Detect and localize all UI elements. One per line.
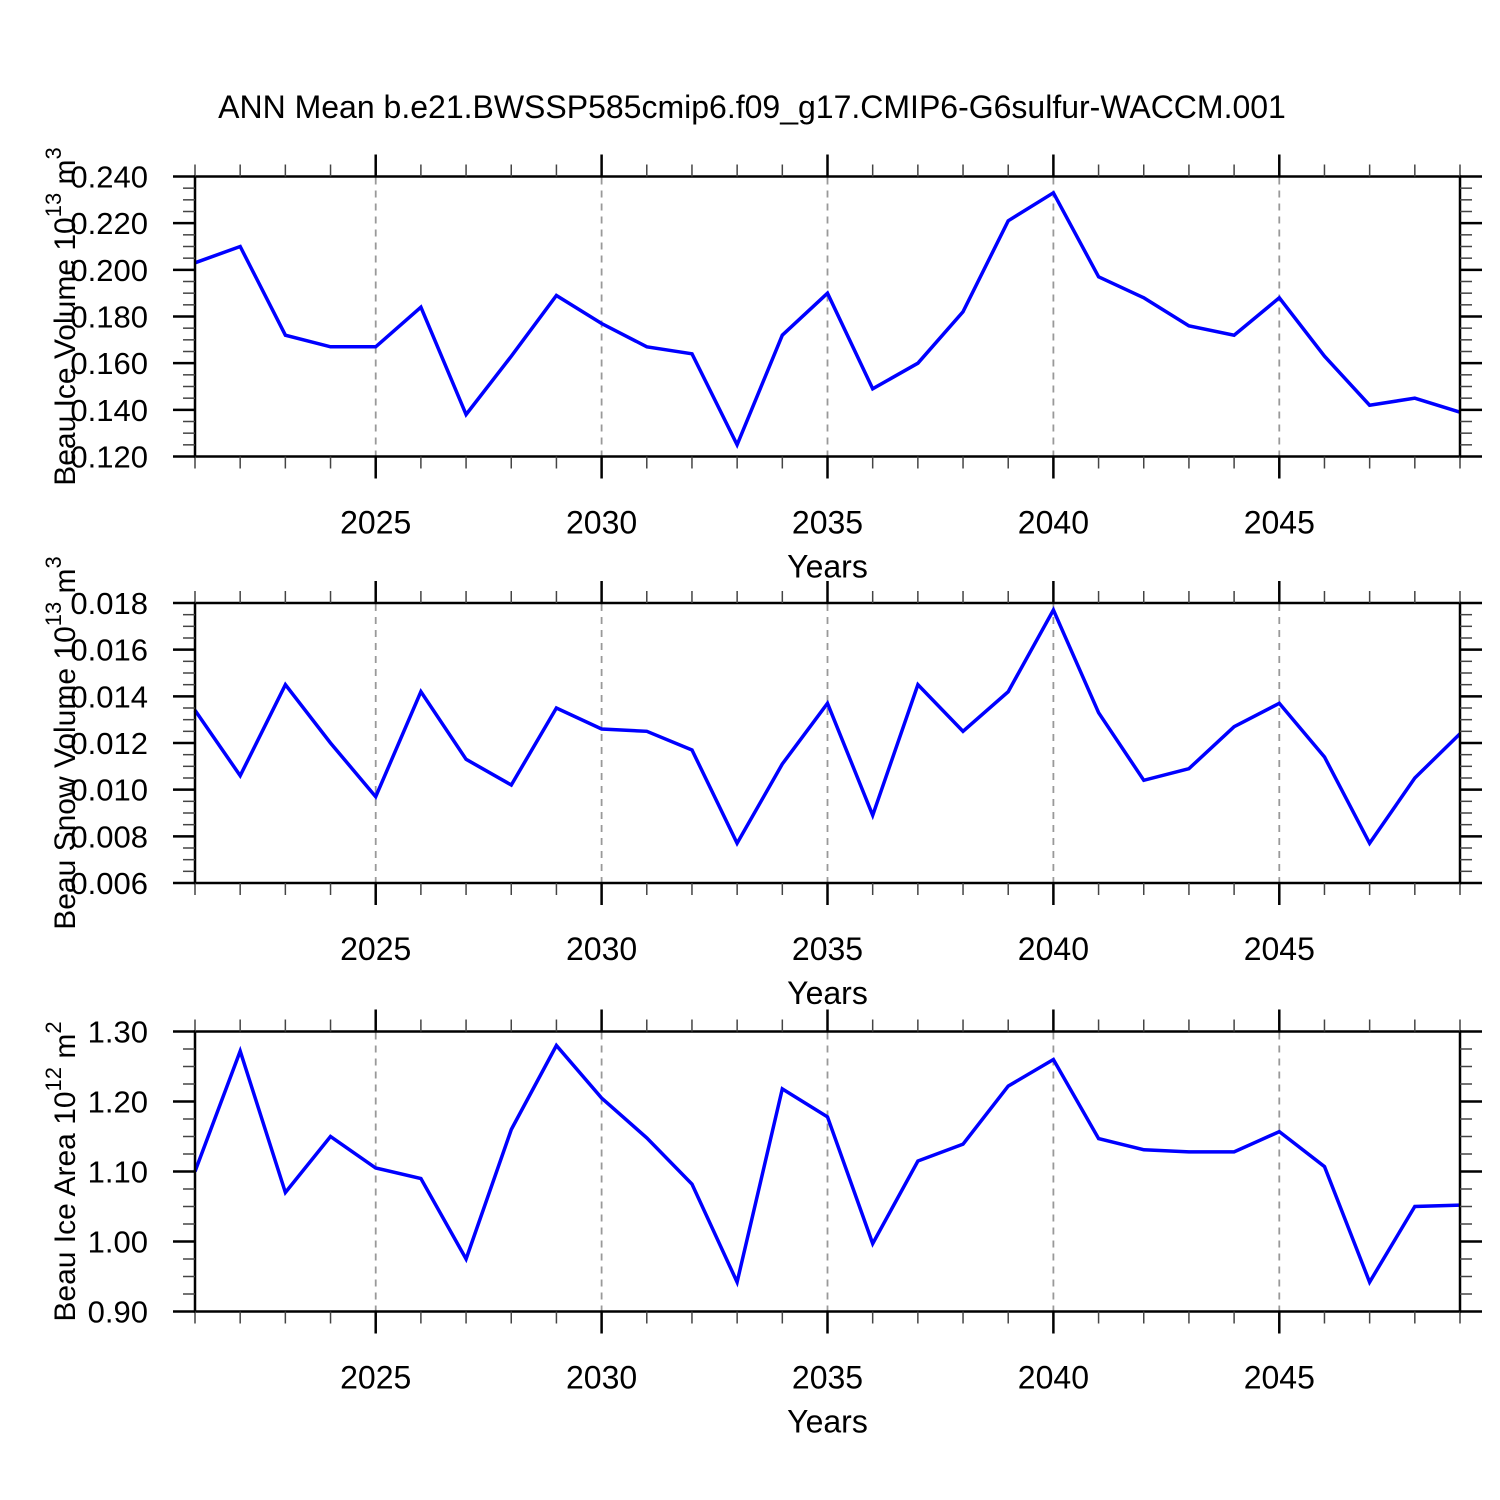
y-tick-label: 0.90 bbox=[88, 1295, 148, 1330]
x-tick-label: 2035 bbox=[792, 505, 863, 541]
x-tick-label: 2035 bbox=[792, 931, 863, 967]
y-tick-label: 0.120 bbox=[70, 440, 148, 475]
panel-beau-ice-volume: 0.120 0.140 0.160 0.180 0.200 0.220 0.240 2025 2… bbox=[41, 147, 1482, 585]
x-tick-label: 2045 bbox=[1244, 1360, 1315, 1396]
x-axis-title: Years bbox=[787, 975, 868, 1011]
x-tick-label: 2025 bbox=[340, 505, 411, 541]
y-tick-label: 0.014 bbox=[70, 679, 148, 714]
y-axis-title: Beau Snow Volume 1013 m3 bbox=[41, 556, 82, 930]
x-tick-label: 2045 bbox=[1244, 931, 1315, 967]
y-tick-label: 1.30 bbox=[88, 1015, 148, 1050]
x-axis-title: Years bbox=[787, 549, 868, 585]
x-axis-title: Years bbox=[787, 1404, 868, 1440]
x-tick-label: 2045 bbox=[1244, 505, 1315, 541]
x-tick-label: 2030 bbox=[566, 505, 637, 541]
y-tick-label: 0.006 bbox=[70, 866, 148, 901]
y-tick-label: 0.016 bbox=[70, 633, 148, 668]
y-tick-label: 0.160 bbox=[70, 346, 148, 381]
y-tick-label: 0.018 bbox=[70, 586, 148, 621]
x-tick-label: 2040 bbox=[1018, 931, 1089, 967]
y-tick-label: 0.010 bbox=[70, 773, 148, 808]
chart-title: ANN Mean b.e21.BWSSP585cmip6.f09_g17.CMI… bbox=[218, 89, 1286, 125]
y-axis-title: Beau Ice Area 1012 m2 bbox=[41, 1021, 82, 1321]
x-tick-label: 2030 bbox=[566, 1360, 637, 1396]
beau-ice-volume-line bbox=[194, 190, 1461, 450]
x-tick-label: 2035 bbox=[792, 1360, 863, 1396]
x-tick-label: 2025 bbox=[340, 1360, 411, 1396]
x-tick-label: 2040 bbox=[1018, 1360, 1089, 1396]
panel-beau-ice-area: 0.90 1.00 1.10 1.20 1.30 2025 2030 2035 2040 2045… bbox=[41, 1009, 1482, 1440]
x-tick-label: 2025 bbox=[340, 931, 411, 967]
y-tick-label: 0.012 bbox=[70, 726, 148, 761]
y-tick-label: 1.10 bbox=[88, 1155, 148, 1190]
x-tick-label: 2040 bbox=[1018, 505, 1089, 541]
y-tick-label: 0.008 bbox=[70, 819, 148, 854]
y-tick-label: 1.20 bbox=[88, 1085, 148, 1120]
panel-beau-snow-volume: 0.006 0.008 0.010 0.012 0.014 0.016 0.018 2025 2… bbox=[41, 556, 1482, 1011]
y-tick-label: 0.200 bbox=[70, 253, 148, 288]
y-tick-label: 0.220 bbox=[70, 206, 148, 241]
beau-snow-volume-line bbox=[193, 606, 1462, 848]
y-axis-title: Beau Ice Volume 1013 m3 bbox=[41, 147, 82, 486]
y-tick-label: 1.00 bbox=[88, 1225, 148, 1260]
beau-ice-area-line bbox=[193, 1042, 1461, 1288]
y-tick-label: 0.140 bbox=[70, 393, 148, 428]
y-tick-label: 0.180 bbox=[70, 300, 148, 335]
x-tick-label: 2030 bbox=[566, 931, 637, 967]
y-tick-label: 0.240 bbox=[70, 160, 148, 195]
